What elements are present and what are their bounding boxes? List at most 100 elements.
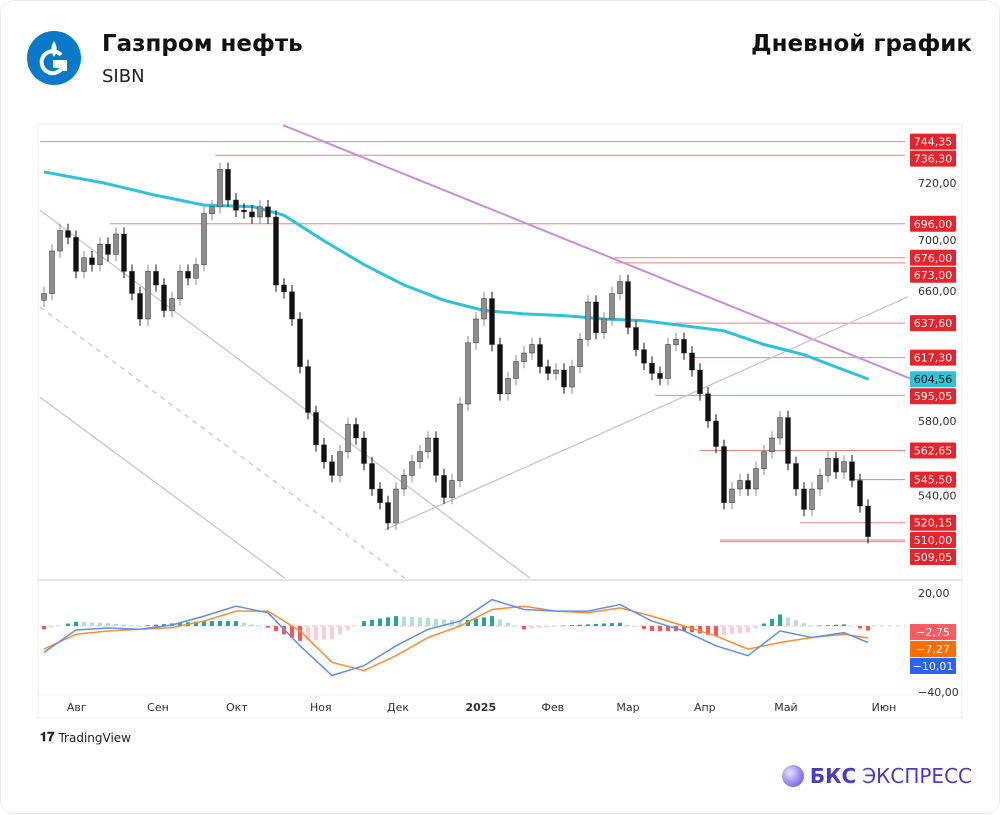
candle (321, 444, 327, 463)
trendline (384, 296, 909, 531)
candle (697, 369, 703, 395)
macd-histogram-bar (362, 621, 366, 626)
price-label-badge (910, 532, 956, 548)
time-tick-label: Мар (616, 701, 639, 714)
macd-histogram-bar (746, 626, 750, 633)
candle (89, 257, 95, 265)
price-label-badge (910, 215, 956, 232)
candle (433, 437, 439, 476)
macd-histogram-bar (738, 626, 742, 634)
candle (497, 344, 503, 395)
time-tick-label: Фев (541, 701, 564, 714)
candle (225, 169, 231, 201)
chart-frame (37, 123, 963, 719)
candle (49, 250, 55, 294)
candle (649, 362, 655, 374)
macd-value-label: −2,75 (916, 626, 950, 639)
candle (865, 505, 871, 537)
price-label: 673,00 (914, 269, 953, 282)
macd-histogram-bar (818, 625, 822, 627)
macd-histogram-bar (66, 623, 70, 626)
candle (537, 344, 543, 367)
candle (553, 369, 559, 374)
candle (505, 378, 511, 395)
candle (249, 211, 255, 218)
candle (777, 417, 783, 439)
candle (329, 461, 335, 476)
macd-histogram-bar (266, 626, 270, 628)
candle (169, 298, 175, 311)
time-tick-label: Авг (67, 701, 87, 714)
macd-histogram-bar (130, 625, 134, 626)
candle (137, 293, 143, 320)
candle (449, 480, 455, 498)
macd-tick-label: −40,00 (918, 686, 959, 699)
macd-histogram-bar (290, 626, 294, 638)
candle (513, 361, 519, 379)
macd-histogram-bar (802, 623, 806, 626)
price-tick-label: 580,00 (918, 415, 957, 428)
macd-value-label: −10,01 (913, 660, 954, 673)
candle (193, 264, 199, 279)
candle (305, 366, 311, 413)
macd-histogram-bar (626, 624, 630, 626)
price-label: 696,00 (914, 218, 953, 231)
macd-histogram-bar (106, 623, 110, 626)
candle (801, 488, 807, 510)
ma-line (43, 170, 870, 381)
candle (377, 488, 383, 503)
candle (273, 216, 279, 286)
candle (257, 206, 263, 218)
macd-histogram-bar (754, 626, 758, 629)
candle (609, 293, 615, 320)
macd-histogram-bar (578, 624, 582, 626)
time-tick-label: Ноя (310, 701, 332, 714)
macd-histogram-bar (714, 626, 718, 636)
candle (545, 366, 551, 374)
price-label: 676,00 (914, 252, 953, 265)
price-label-badge (910, 133, 956, 150)
macd-histogram-bar (50, 626, 54, 628)
candle (809, 488, 815, 510)
candle (529, 344, 535, 354)
candle (833, 458, 839, 473)
macd-tick-label: 20,00 (918, 587, 950, 600)
price-label: 736,30 (914, 153, 953, 166)
macd-histogram-bar (154, 624, 158, 626)
macd-histogram-bar (98, 622, 102, 626)
candle (425, 437, 431, 452)
macd-histogram-bar (466, 619, 470, 626)
price-tick-label: 660,00 (918, 285, 957, 298)
candle (849, 461, 855, 481)
candle (681, 339, 687, 354)
candle (561, 369, 567, 388)
candle (641, 349, 647, 364)
macd-histogram-bar (730, 626, 734, 635)
candle (657, 373, 663, 379)
macd-histogram-bar (218, 621, 222, 626)
macd-label-badge (910, 624, 956, 640)
price-label-badge (910, 442, 956, 459)
chart-title: Дневной график (751, 31, 972, 57)
candle (577, 339, 583, 367)
candle (585, 301, 591, 340)
tradingview-attribution[interactable]: 𝟏𝟕 TradingView (40, 730, 131, 745)
candle (409, 461, 415, 476)
macd-histogram-bar (722, 626, 726, 636)
macd-label-badge (910, 658, 956, 674)
candle (441, 475, 447, 498)
price-label: 744,35 (914, 136, 953, 149)
macd-histogram-bar (234, 621, 238, 626)
candle (113, 233, 119, 255)
candle (281, 284, 287, 293)
macd-histogram-bar (658, 626, 662, 631)
candle (345, 424, 351, 452)
price-label: 637,60 (914, 317, 953, 330)
macd-histogram-bar (546, 626, 550, 627)
macd-histogram-bar (554, 626, 558, 627)
macd-histogram-bar (338, 626, 342, 635)
time-tick-label: Сен (147, 701, 169, 714)
macd-histogram-bar (42, 626, 46, 630)
price-label-badge (910, 388, 956, 405)
